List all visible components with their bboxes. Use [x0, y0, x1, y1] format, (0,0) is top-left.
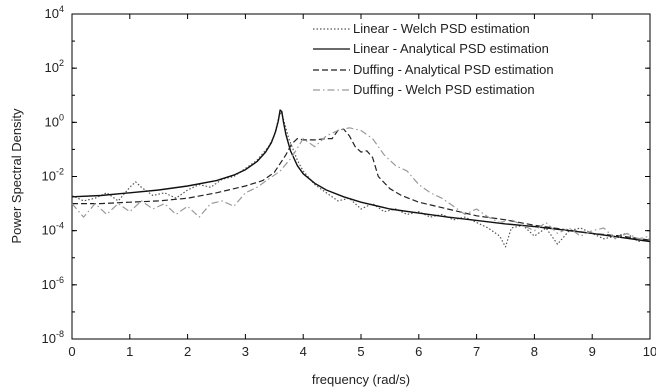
y-tick-base: 10: [45, 6, 59, 21]
x-tick-label: 9: [589, 344, 596, 359]
x-axis-title: frequency (rad/s): [312, 372, 410, 387]
x-tick-label: 8: [531, 344, 538, 359]
y-tick-base: 10: [42, 277, 56, 292]
y-tick-exponent: -8: [56, 329, 64, 339]
x-tick-label: 10: [643, 344, 656, 359]
plot-area: [71, 13, 651, 340]
y-tick-label: 10-8: [42, 329, 64, 346]
x-tick-label: 5: [357, 344, 364, 359]
y-tick-label: 104: [45, 4, 64, 21]
legend: Linear - Welch PSD estimation Linear - An…: [313, 21, 554, 97]
y-tick-base: 10: [45, 60, 59, 75]
y-tick-exponent: -6: [56, 275, 64, 285]
series-duffing-welch-line: [71, 127, 651, 240]
series-linear-analytical-line: [71, 109, 651, 243]
legend-label: Linear - Welch PSD estimation: [353, 21, 530, 36]
y-tick-label: 100: [45, 112, 64, 129]
x-tick-label: 6: [415, 344, 422, 359]
y-tick-base: 10: [42, 331, 56, 346]
x-tick-label: 4: [300, 344, 307, 359]
y-tick-label: 10-2: [42, 167, 64, 184]
y-tick-label: 10-4: [42, 221, 64, 238]
y-tick-base: 10: [42, 169, 56, 184]
y-tick-label: 10-6: [42, 275, 64, 292]
y-tick-label: 102: [45, 58, 64, 75]
x-tick-label: 3: [242, 344, 249, 359]
y-axis-title: Power Spectral Density: [9, 108, 24, 244]
y-tick-base: 10: [45, 114, 59, 129]
y-tick-exponent: -2: [56, 167, 64, 177]
x-tick-label: 1: [126, 344, 133, 359]
y-tick-exponent: 0: [59, 112, 64, 122]
x-tick-label: 0: [68, 344, 75, 359]
x-axis-ticks: 0 1 2 3 4 5 6 7 8 9 10: [68, 14, 656, 359]
legend-label: Duffing - Analytical PSD estimation: [353, 62, 554, 77]
series-layer: [71, 109, 651, 248]
y-tick-exponent: -4: [56, 221, 64, 231]
y-tick-exponent: 2: [59, 58, 64, 68]
y-tick-exponent: 4: [59, 4, 64, 14]
series-duffing-analytical-line: [72, 128, 651, 241]
x-tick-label: 7: [473, 344, 480, 359]
y-tick-base: 10: [42, 223, 56, 238]
x-tick-label: 2: [184, 344, 191, 359]
legend-label: Linear - Analytical PSD estimation: [353, 41, 549, 56]
legend-label: Duffing - Welch PSD estimation: [353, 82, 535, 97]
series-linear-welch-line: [71, 110, 651, 248]
